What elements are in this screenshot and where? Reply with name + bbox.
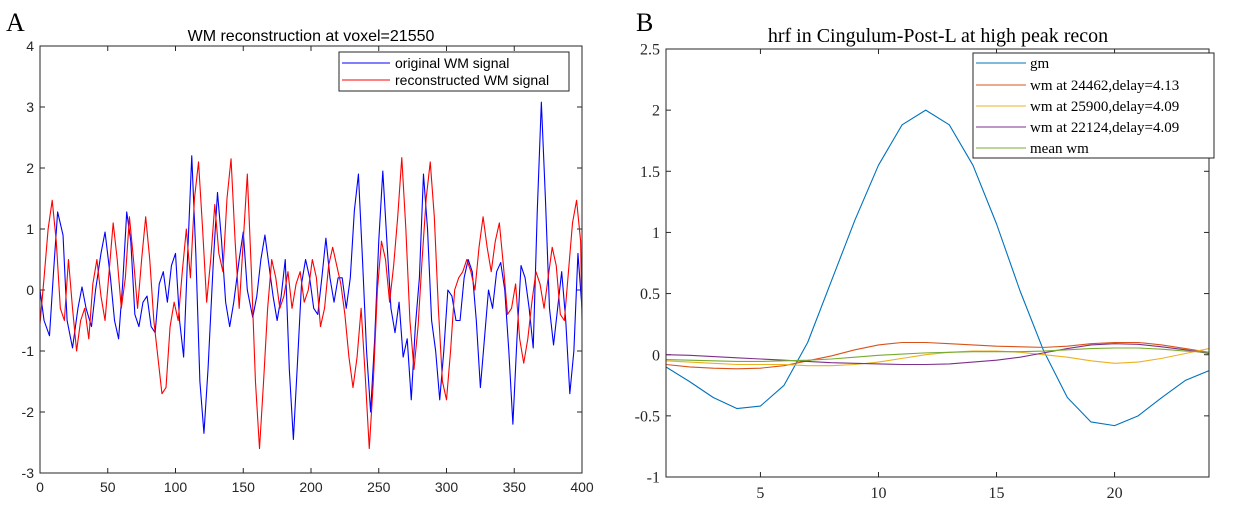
chart-b-ticks: 5 10 15 20 -1 -0.5 0 0.5 1 1.5 2 2.5 [635,42,1209,502]
x-tick-label: 150 [232,479,256,495]
chart-b-legend-label-mean-wm: mean wm [1030,141,1089,157]
panel-letter-b: B [636,8,653,37]
chart-a-title: WM reconstruction at voxel=21550 [188,28,435,45]
chart-a-legend-label-reconstructed: reconstructed WM signal [395,72,549,88]
chart-a-ticks: 0 50 100 150 200 250 300 350 400 -3 -2 -1 0 1 2 3 4 [22,38,594,495]
series-line-reconstructed-wm-signal [40,157,582,450]
series-line-gm [666,109,1209,427]
x-tick-label: 200 [299,479,323,495]
y-tick-label: 0 [26,282,34,298]
chart-a-legend-box [338,51,570,92]
chart-b-legend-label-wm-24462: wm at 24462,delay=4.13 [1030,78,1179,94]
x-tick-label: 0 [36,479,44,495]
y-tick-label: 2 [26,160,34,176]
x-tick-label: 250 [367,479,391,495]
x-tick-label: 350 [503,479,527,495]
y-tick-label: 0.5 [640,286,660,303]
chart-a-axes-box [39,45,583,474]
y-tick-label: -2 [22,404,35,420]
series-line-original-wm-signal [40,101,582,440]
series-line-mean-wm [666,347,1209,362]
chart-b-series [666,109,1209,427]
chart-b-legend-label-wm-22124: wm at 22124,delay=4.09 [1030,120,1179,136]
chart-a-plot-area [40,46,582,473]
x-tick-label: 400 [570,479,594,495]
y-tick-label: -1 [647,470,660,487]
x-tick-label: 15 [989,485,1005,502]
y-tick-label: -1 [22,343,35,359]
y-tick-label: 1.5 [640,164,660,181]
chart-b-legend-label-gm: gm [1030,56,1050,72]
chart-a-legend-label-original: original WM signal [395,55,509,71]
series-line-wm-at-22124-delay-4-09 [666,343,1209,366]
y-tick-label: 2 [652,103,660,120]
chart-a-series [40,101,582,450]
chart-b-title: hrf in Cingulum-Post-L at high peak reco… [768,25,1108,47]
y-tick-label: -0.5 [635,408,660,425]
y-tick-label: -3 [22,465,35,481]
y-tick-label: 3 [26,99,34,115]
x-tick-label: 20 [1107,485,1123,502]
y-tick-label: 4 [26,38,34,54]
x-tick-label: 100 [164,479,188,495]
x-tick-label: 5 [756,485,764,502]
series-line-wm-at-25900-delay-4-09 [666,348,1209,367]
chart-b-legend-label-wm-25900: wm at 25900,delay=4.09 [1030,99,1179,115]
panel-letter-a: A [6,8,25,37]
series-line-wm-at-24462-delay-4-13 [666,341,1209,370]
y-tick-label: 2.5 [640,42,660,59]
y-tick-label: 1 [26,221,34,237]
x-tick-label: 300 [435,479,459,495]
chart-b-axes-box [665,48,1210,478]
chart-b-hrf: hrf in Cingulum-Post-L at high peak reco… [635,25,1215,502]
chart-b-legend: gm wm at 24462,delay=4.13 wm at 25900,de… [972,52,1215,159]
x-tick-label: 50 [100,479,116,495]
chart-a-wm-reconstruction: WM reconstruction at voxel=21550 0 50 100 1… [22,28,594,495]
chart-a-legend: original WM signal reconstructed WM sign… [338,51,570,92]
y-tick-label: 1 [652,225,660,242]
y-tick-label: 0 [652,347,660,364]
x-tick-label: 10 [870,485,886,502]
